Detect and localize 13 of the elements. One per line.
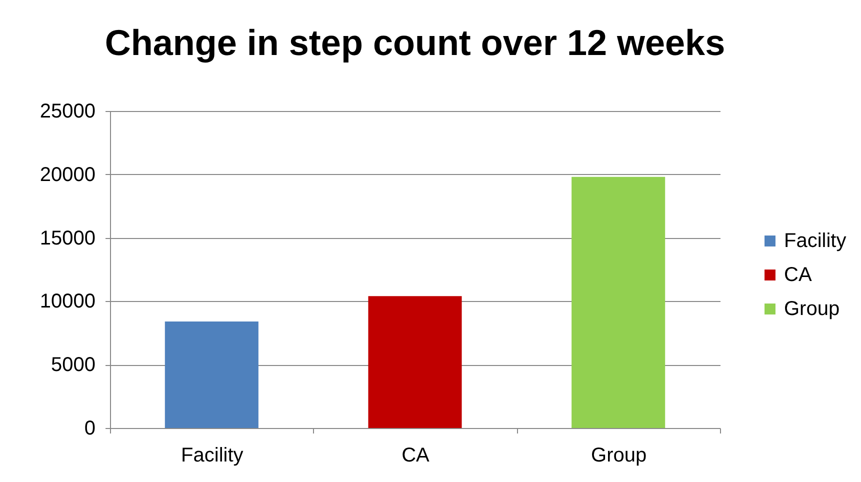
x-tick-label: Facility [181,444,244,466]
y-tick-label: 10000 [40,290,96,313]
legend-label: CA [784,264,812,286]
legend-label: Facility [784,230,846,252]
y-tick-label: 0 [84,418,96,440]
y-tick-label: 20000 [40,164,96,186]
y-tick-label: 5000 [51,354,96,376]
x-tick-label: CA [402,444,430,466]
chart-title: Change in step count over 12 weeks [104,22,726,63]
y-tick-label: 15000 [40,227,96,250]
legend-label: Group [784,298,840,320]
x-tick-label: Group [591,444,647,466]
y-tick-label: 25000 [40,100,96,122]
